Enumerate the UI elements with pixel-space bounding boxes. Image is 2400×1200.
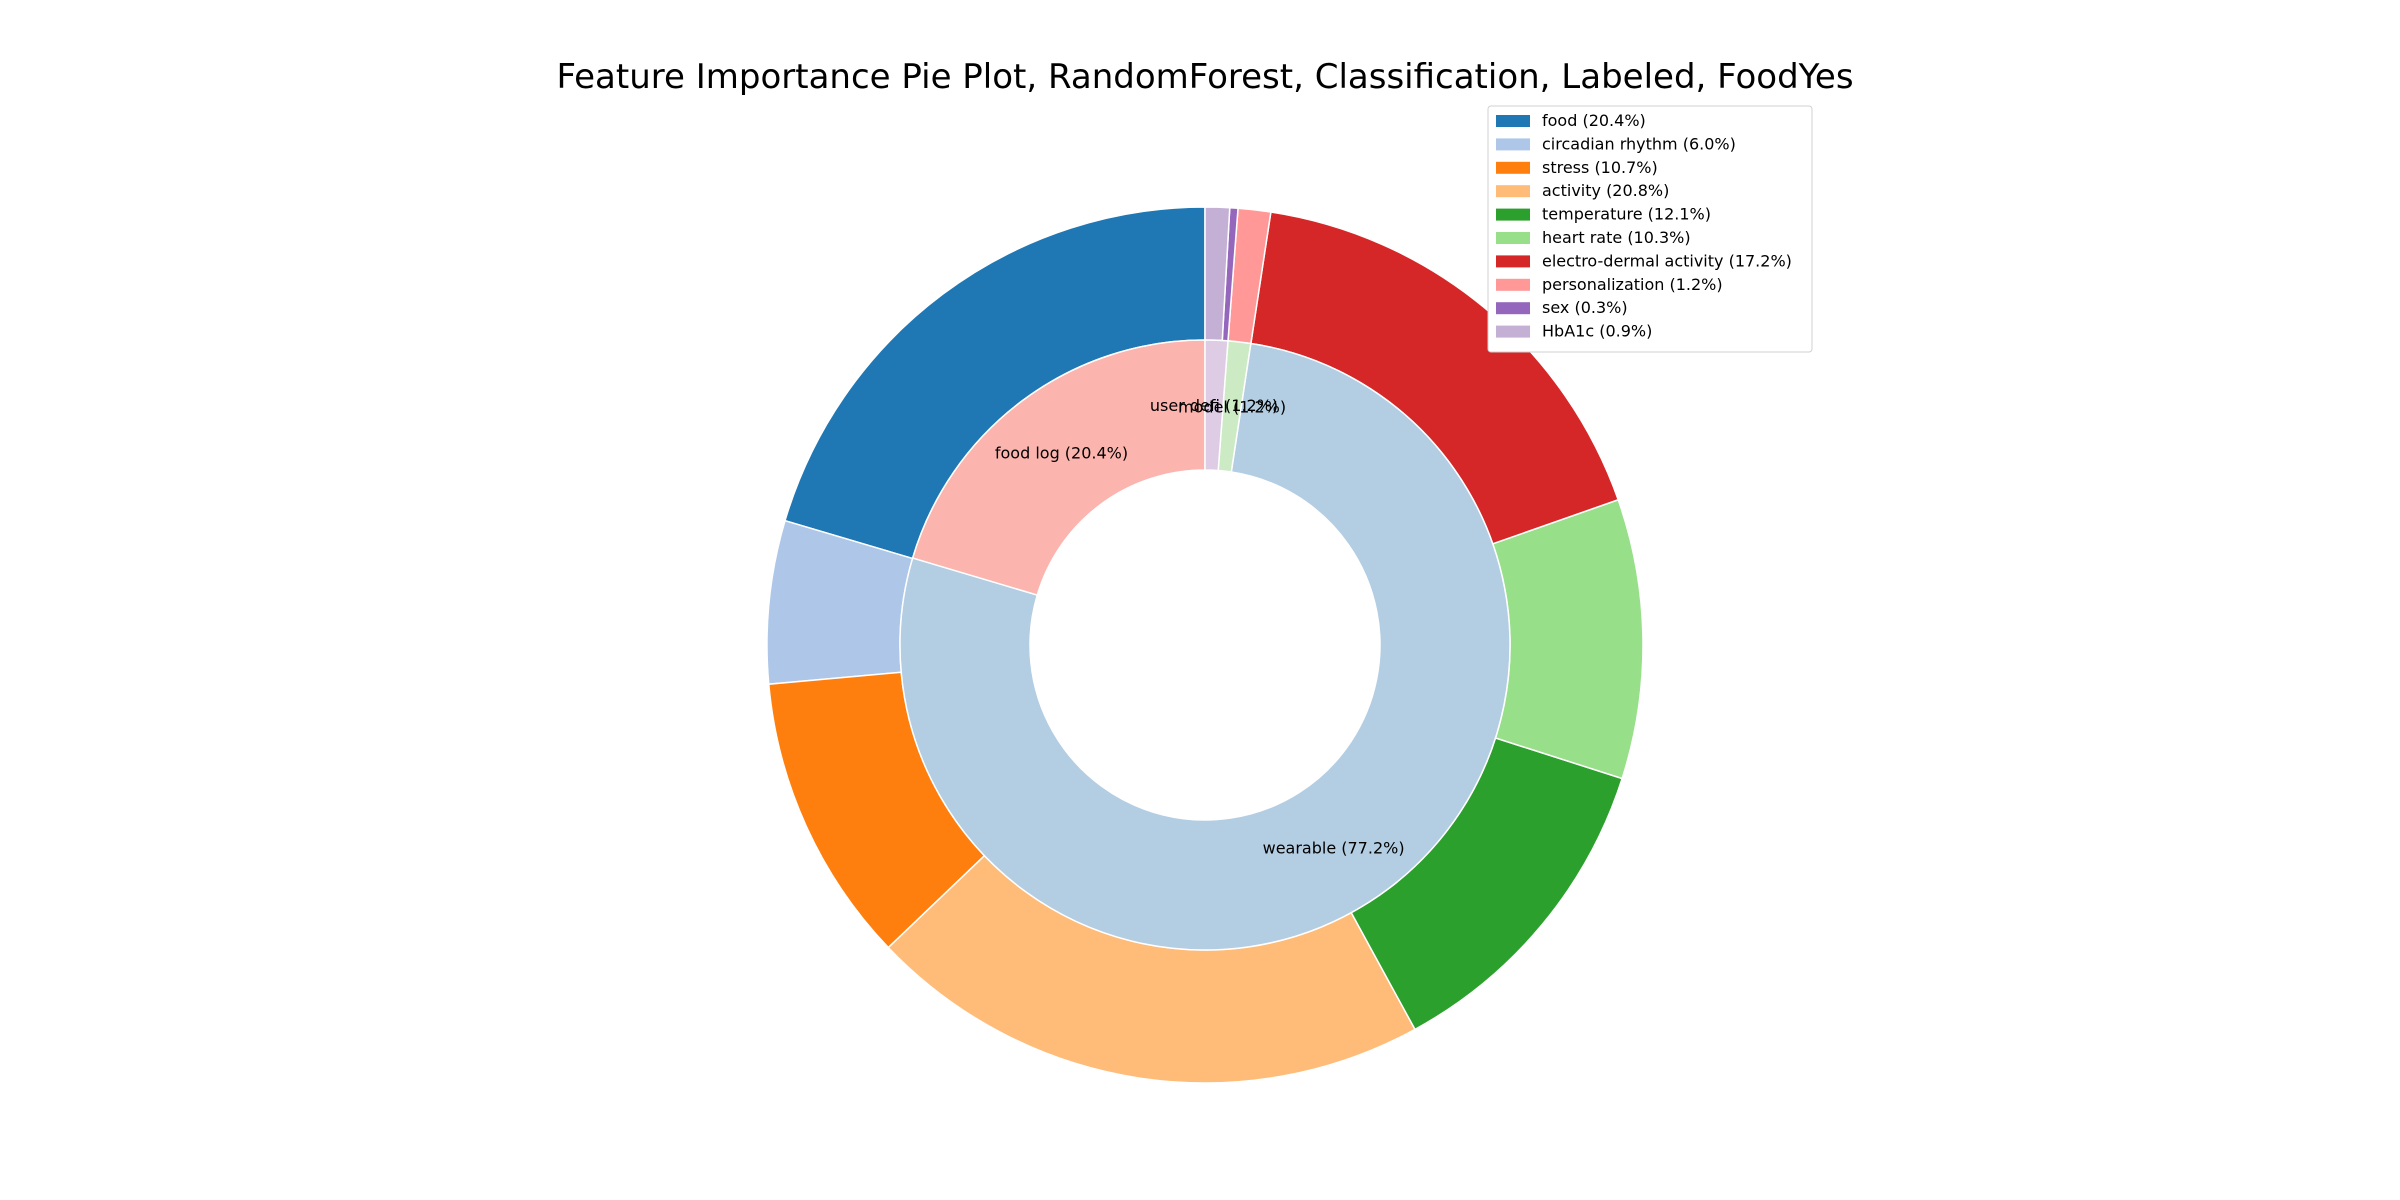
inner-slice-label-wearable: wearable (77.2%) — [1263, 839, 1405, 858]
legend-swatch-electro-dermal-activity — [1496, 255, 1530, 268]
outer-slice-heart-rate — [1491, 498, 1644, 780]
outer-ring — [766, 206, 1644, 1084]
inner-slice-label-user-defi: user defi (1.2%) — [1150, 396, 1278, 415]
legend-label-temperature: temperature (12.1%) — [1542, 205, 1711, 224]
legend-label-electro-dermal-activity: electro-dermal activity (17.2%) — [1542, 251, 1792, 270]
legend-label-circadian-rhythm: circadian rhythm (6.0%) — [1542, 134, 1736, 153]
legend-swatch-sex — [1496, 302, 1530, 315]
legend-label-hba1c: HbA1c (0.9%) — [1542, 322, 1652, 341]
chart-title: Feature Importance Pie Plot, RandomFores… — [556, 57, 1853, 97]
legend-label-activity: activity (20.8%) — [1542, 181, 1669, 200]
legend: food (20.4%) circadian rhythm (6.0%) stres… — [1487, 105, 1813, 353]
inner-ring-labels: food log (20.4%) wearable (77.2%) model (1… — [995, 396, 1405, 857]
legend-label-stress: stress (10.7%) — [1542, 158, 1658, 177]
legend-swatch-stress — [1496, 161, 1530, 174]
inner-slice-label-model: model (1.2%) — [1178, 398, 1286, 417]
legend-swatch-temperature — [1496, 208, 1530, 221]
legend-swatch-food — [1496, 115, 1530, 127]
inner-slice-label-food-log: food log (20.4%) — [995, 444, 1128, 463]
legend-frame — [1487, 105, 1813, 353]
legend-label-personalization: personalization (1.2%) — [1542, 275, 1723, 294]
legend-swatch-hba1c — [1496, 325, 1530, 338]
legend-swatch-circadian-rhythm — [1496, 138, 1530, 151]
legend-label-food: food (20.4%) — [1542, 111, 1646, 130]
legend-swatch-personalization — [1496, 278, 1530, 291]
legend-label-sex: sex (0.3%) — [1542, 298, 1628, 317]
inner-ring — [899, 339, 1511, 951]
legend-swatch-heart-rate — [1496, 232, 1530, 244]
inner-slice-user-defi — [1204, 339, 1229, 472]
inner-slice-food-log — [911, 339, 1206, 597]
legend-swatch-activity — [1496, 185, 1530, 198]
inner-slice-wearable — [899, 342, 1511, 951]
legend-label-heart-rate: heart rate (10.3%) — [1542, 228, 1691, 247]
